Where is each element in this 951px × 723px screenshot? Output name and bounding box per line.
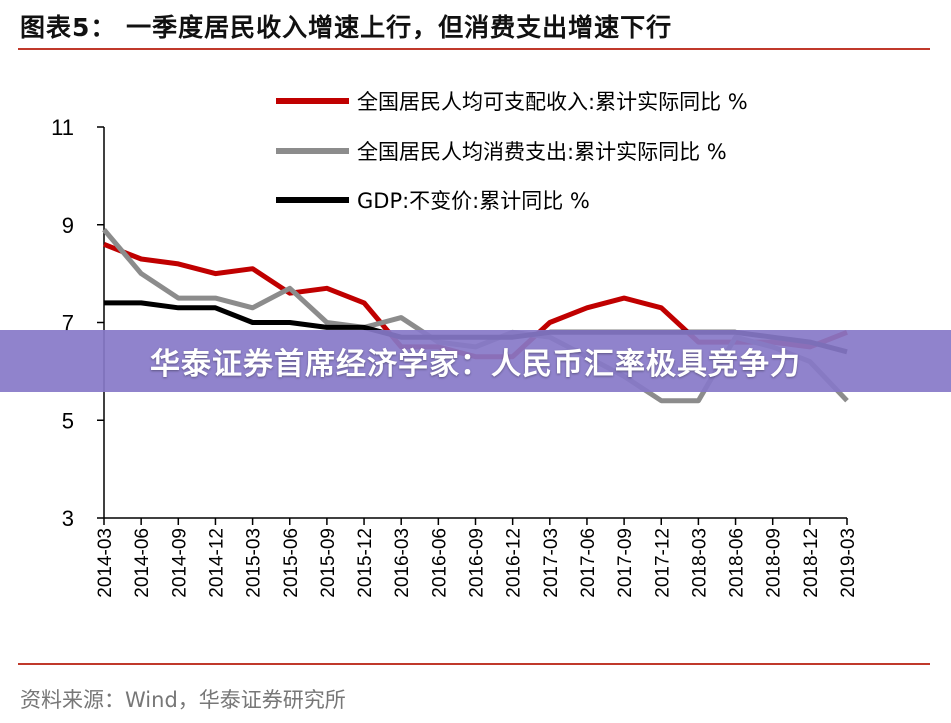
x-tick-label: 2018-12 — [801, 528, 822, 598]
figure-title: 图表5： 一季度居民收入增速上行，但消费支出增速下行 — [20, 13, 673, 42]
x-tick-label: 2014-12 — [206, 528, 227, 598]
x-tick-label: 2014-09 — [169, 528, 190, 598]
x-tick-label: 2015-06 — [281, 528, 302, 598]
overlay-banner: 华泰证券首席经济学家：人民币汇率极具竞争力 — [0, 330, 951, 392]
chart-axes: 3 5 7 9 11 2014-03 2014-06 2014-09 2014-12 2015-0… — [51, 115, 859, 598]
legend-label-2: 全国居民人均消费支出:累计实际同比 % — [357, 140, 727, 164]
chart-legend: 全国居民人均可支配收入:累计实际同比 % 全国居民人均消费支出:累计实际同比 % G… — [276, 90, 748, 213]
banner-text: 华泰证券首席经济学家：人民币汇率极具竞争力 — [150, 347, 801, 382]
x-tick-label: 2019-03 — [838, 528, 859, 598]
x-tick-label: 2016-12 — [504, 528, 525, 598]
y-tick-label: 11 — [51, 115, 74, 140]
legend-label-1: 全国居民人均可支配收入:累计实际同比 % — [357, 90, 748, 114]
x-tick-label: 2018-06 — [727, 528, 748, 598]
top-rule — [18, 48, 930, 50]
x-tick-label: 2018-09 — [764, 528, 785, 598]
x-tick-label: 2017-06 — [578, 528, 599, 598]
x-tick-label: 2018-03 — [689, 528, 710, 598]
x-tick-label: 2014-06 — [132, 528, 153, 598]
legend-label-3: GDP:不变价:累计同比 % — [357, 189, 590, 213]
x-tick-label: 2017-09 — [615, 528, 636, 598]
x-tick-label: 2015-03 — [244, 528, 265, 598]
y-tick-label: 3 — [62, 506, 74, 531]
source-note: 资料来源：Wind，华泰证券研究所 — [20, 688, 346, 712]
x-tick-label: 2016-06 — [429, 528, 450, 598]
x-tick-label: 2015-09 — [318, 528, 339, 598]
x-tick-label: 2014-03 — [95, 528, 116, 598]
x-tick-label: 2017-03 — [541, 528, 562, 598]
y-tick-label: 5 — [62, 408, 74, 433]
x-tick-label: 2016-03 — [392, 528, 413, 598]
y-tick-label: 9 — [62, 213, 74, 238]
x-tick-label: 2015-12 — [355, 528, 376, 598]
bottom-rule — [18, 663, 930, 665]
line-chart: 3 5 7 9 11 2014-03 2014-06 2014-09 2014-12 2015-0… — [51, 90, 859, 598]
x-tick-label: 2017-12 — [652, 528, 673, 598]
y-tick-label: 7 — [62, 311, 74, 336]
x-tick-label: 2016-09 — [467, 528, 488, 598]
